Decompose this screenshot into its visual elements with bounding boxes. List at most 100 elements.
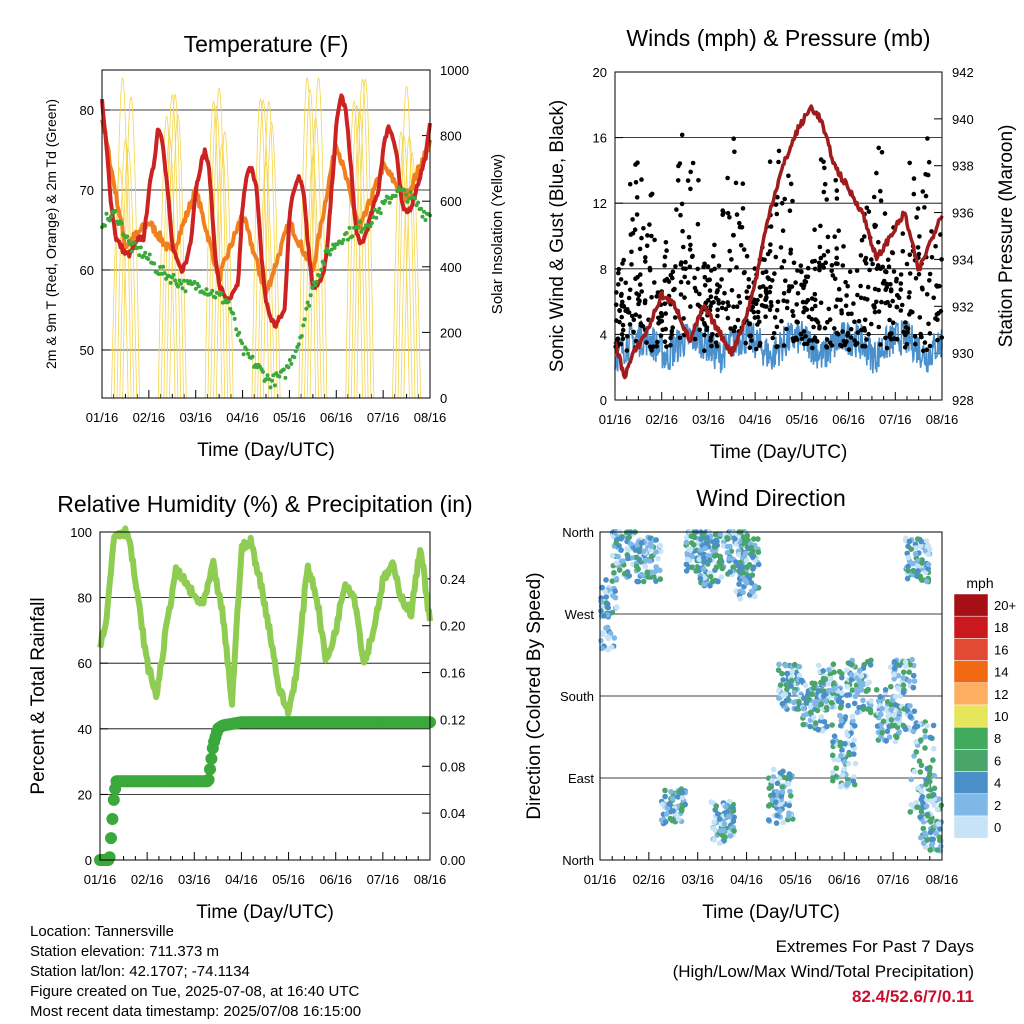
dewpoint-point — [228, 306, 233, 311]
direction-point — [910, 684, 917, 691]
dewpoint-point — [283, 375, 288, 380]
x-tick-label: 02/16 — [645, 412, 678, 427]
direction-point — [687, 546, 694, 553]
direction-point — [701, 575, 708, 581]
direction-point — [769, 778, 775, 784]
direction-point — [683, 539, 690, 546]
dewpoint-point — [420, 214, 425, 219]
gust-point — [635, 160, 640, 165]
direction-point — [784, 670, 790, 677]
gust-point — [768, 242, 773, 247]
y2-tick-label: 0.20 — [440, 619, 465, 634]
direction-point — [884, 707, 890, 714]
direction-point — [662, 787, 668, 794]
direction-point — [884, 728, 891, 735]
gust-point — [790, 308, 795, 314]
x-tick-label: 05/16 — [272, 872, 305, 887]
solar-line — [260, 101, 278, 399]
gust-point — [803, 307, 808, 312]
plot-frame — [599, 531, 943, 861]
y2-tick-label: 0 — [440, 391, 447, 406]
direction-point — [923, 578, 930, 584]
gust-point — [631, 329, 636, 335]
dewpoint-point — [340, 241, 344, 246]
gust-point — [722, 290, 727, 296]
direction-point — [918, 808, 925, 815]
direction-point — [715, 578, 721, 585]
y2-tick-label: 934 — [952, 252, 974, 267]
gust-point — [655, 339, 660, 345]
direction-point — [616, 543, 622, 549]
direction-point — [770, 792, 776, 798]
dewpoint-point — [180, 286, 185, 291]
gust-point — [645, 233, 650, 238]
gust-point — [832, 326, 837, 331]
direction-point — [707, 573, 714, 580]
direction-point — [648, 553, 655, 560]
gust-point — [904, 261, 910, 267]
gust-point — [934, 283, 939, 288]
gust-point — [725, 210, 731, 216]
dewpoint-point — [156, 272, 161, 276]
dewpoint-point — [317, 273, 322, 278]
dewpoint-point — [372, 207, 377, 212]
gust-point — [803, 274, 809, 280]
dewpoint-point — [341, 237, 346, 242]
gust-point — [833, 261, 839, 266]
direction-point — [688, 564, 695, 571]
direction-point — [713, 564, 720, 571]
gust-point — [627, 287, 633, 293]
direction-point — [830, 661, 837, 667]
gust-point — [625, 334, 630, 339]
direction-point — [865, 686, 871, 693]
direction-point — [743, 580, 750, 586]
direction-point — [691, 542, 697, 548]
gust-point — [651, 344, 656, 350]
gust-point — [746, 277, 752, 282]
gust-point — [729, 257, 734, 262]
dewpoint-point — [386, 195, 391, 200]
x-tick-label: 06/16 — [832, 412, 865, 427]
direction-point — [891, 722, 898, 729]
direction-point — [618, 558, 625, 565]
direction-point — [693, 568, 699, 574]
direction-point — [891, 676, 897, 682]
gust-point — [817, 244, 823, 250]
x-tick-label: 01/16 — [84, 872, 117, 887]
y-tick-label: North — [562, 853, 594, 868]
direction-point — [888, 706, 894, 713]
direction-point — [599, 645, 605, 652]
direction-point — [846, 692, 852, 698]
direction-point — [934, 806, 941, 813]
gust-point — [757, 319, 762, 325]
gust-point — [616, 270, 621, 276]
y-axis-label: 2m & 9m T (Red, Orange) & 2m Td (Green) — [43, 99, 59, 369]
dewpoint-point — [164, 276, 169, 281]
direction-point — [904, 575, 911, 582]
dewpoint-point — [413, 196, 418, 201]
gust-point — [884, 281, 890, 287]
direction-point — [746, 561, 753, 568]
gust-point — [927, 271, 933, 277]
station-info: Location: Tannersville Station elevation… — [30, 922, 361, 1022]
dewpoint-point — [299, 334, 304, 338]
gust-point — [919, 285, 925, 291]
gust-point — [788, 181, 794, 187]
dewpoint-point — [192, 279, 197, 284]
direction-point — [765, 803, 772, 809]
direction-point — [936, 796, 942, 802]
gust-point — [692, 336, 698, 342]
direction-point — [816, 662, 822, 669]
dewpoint-point — [369, 221, 374, 225]
direction-point — [844, 683, 851, 690]
legend-label: 2 — [994, 798, 1001, 813]
dewpoint-point — [183, 289, 188, 294]
gust-point — [852, 319, 857, 325]
gust-point — [688, 169, 693, 175]
direction-point — [860, 697, 866, 704]
gust-point — [848, 326, 854, 332]
direction-point — [716, 840, 723, 846]
dewpoint-point — [159, 271, 164, 276]
direction-point — [891, 712, 897, 718]
x-tick-label: 07/16 — [877, 872, 910, 887]
